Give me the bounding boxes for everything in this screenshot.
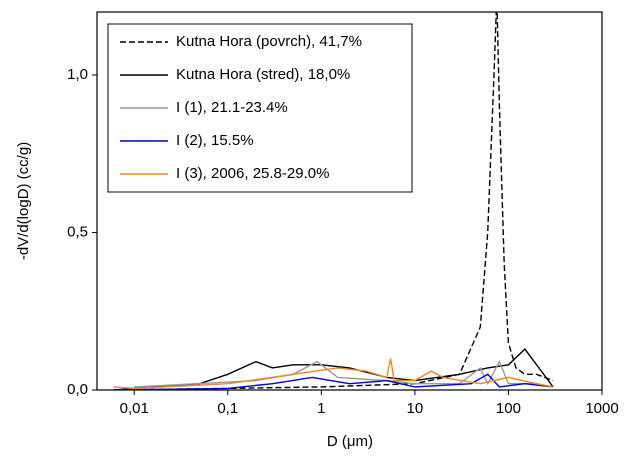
series-line bbox=[134, 359, 554, 388]
x-axis-label: D (μm) bbox=[327, 433, 373, 450]
y-axis-label: -dV/d(logD) (cc/g) bbox=[15, 142, 32, 260]
x-tick-label: 10 bbox=[407, 400, 424, 417]
series-line bbox=[113, 358, 554, 390]
plot-lines bbox=[113, 12, 554, 390]
legend-label: I (3), 2006, 25.8-29.0% bbox=[176, 165, 329, 182]
series-line bbox=[113, 12, 554, 390]
x-tick-label: 100 bbox=[496, 400, 521, 417]
y-tick-label: 1,0 bbox=[67, 66, 88, 83]
y-tick-label: 0,0 bbox=[67, 381, 88, 398]
y-tick-label: 0,5 bbox=[67, 223, 88, 240]
legend-label: Kutna Hora (povrch), 41,7% bbox=[176, 33, 362, 50]
series-line bbox=[113, 348, 554, 390]
x-tick-label: 1 bbox=[317, 400, 325, 417]
legend-label: Kutna Hora (stred), 18,0% bbox=[176, 66, 350, 83]
plot-frame bbox=[96, 11, 603, 391]
x-tick-label: 0,01 bbox=[120, 400, 149, 417]
series-line bbox=[113, 373, 554, 390]
legend-label: I (1), 21.1-23.4% bbox=[176, 99, 288, 116]
x-tick-label: 0,1 bbox=[217, 400, 238, 417]
x-tick-label: 1000 bbox=[585, 400, 618, 417]
legend-label: I (2), 15.5% bbox=[176, 132, 254, 149]
